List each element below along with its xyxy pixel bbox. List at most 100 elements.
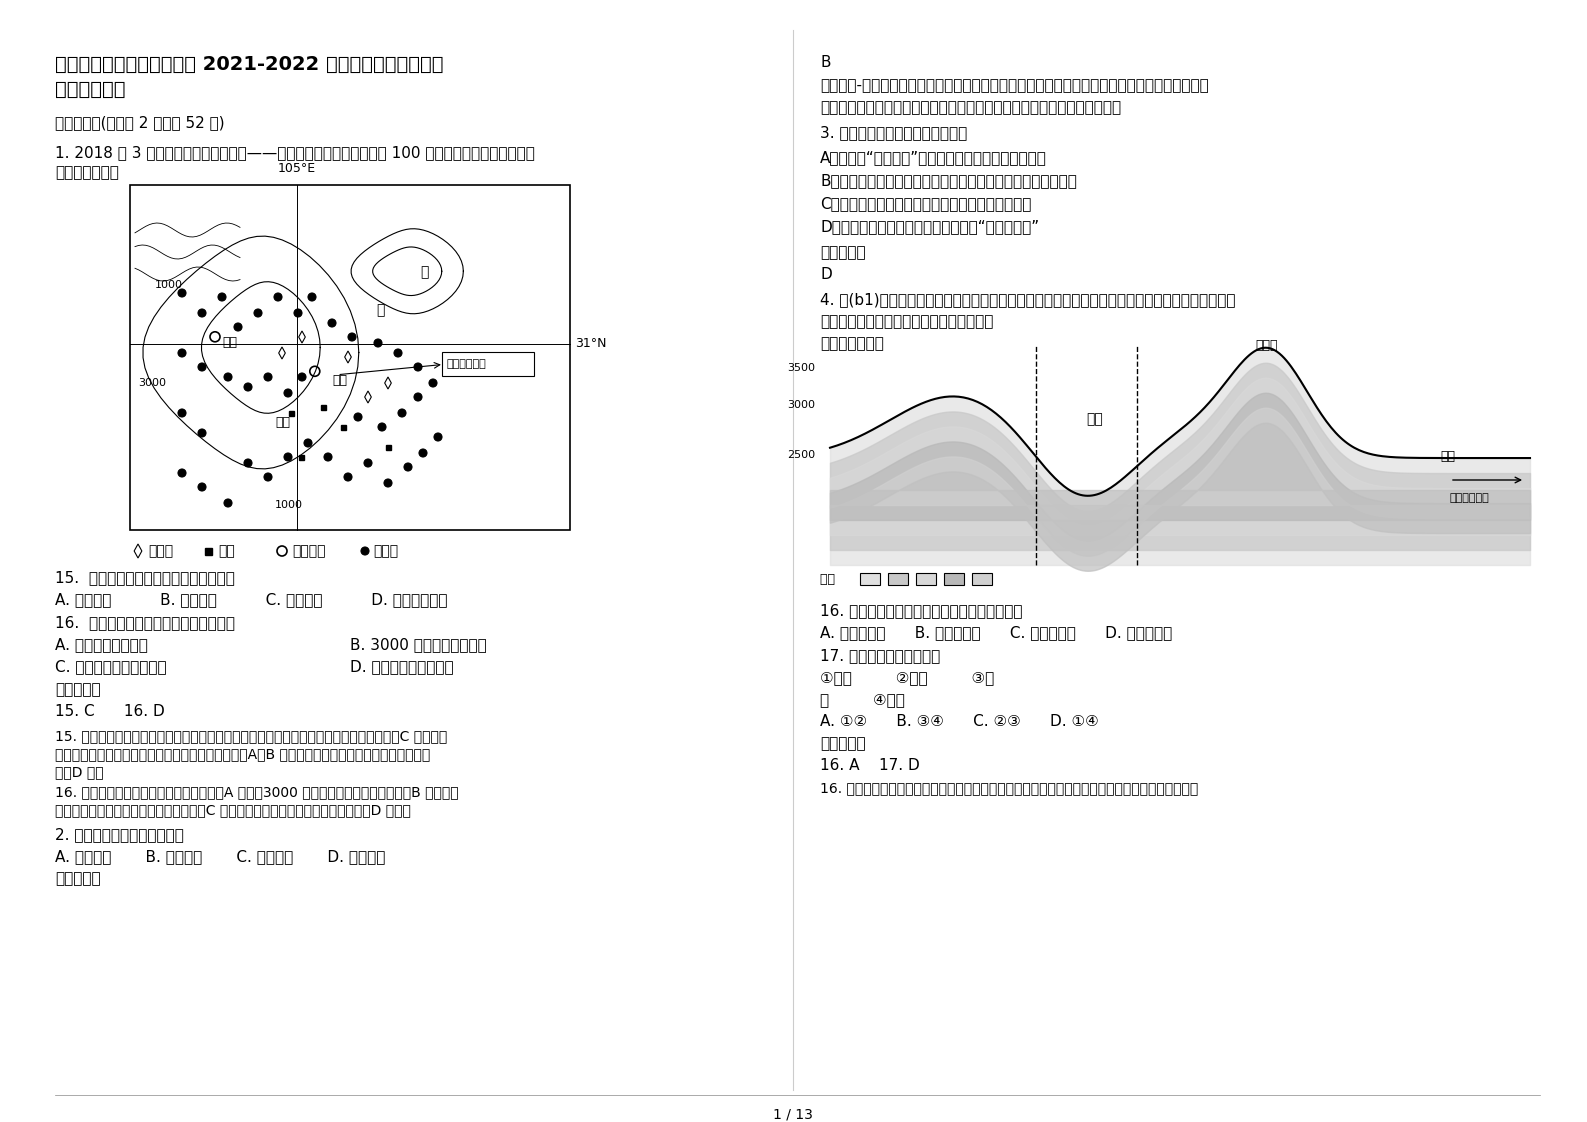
Text: C、非洲是天然橡胶、椰枣、咖啡和油棕的最大产区: C、非洲是天然橡胶、椰枣、咖啡和油棕的最大产区 <box>820 196 1032 211</box>
Circle shape <box>329 319 336 327</box>
Circle shape <box>414 393 422 401</box>
Text: 马鞍山: 马鞍山 <box>1255 339 1278 352</box>
Text: 3. 关于非洲地理的叙述，正确的是: 3. 关于非洲地理的叙述，正确的是 <box>820 125 966 140</box>
Text: 资源、生物资源分布在地表，属于大气圈、生物圈，A、B 错。非可再生资源是按照可再生属性划分: 资源、生物资源分布在地表，属于大气圈、生物圈，A、B 错。非可再生资源是按照可再… <box>56 747 430 761</box>
Bar <box>971 573 992 585</box>
Text: 16. A    17. D: 16. A 17. D <box>820 758 920 773</box>
Circle shape <box>263 473 271 481</box>
Bar <box>916 573 936 585</box>
Text: ①向斜         ②背斜         ③地: ①向斜 ②背斜 ③地 <box>820 670 993 686</box>
Text: 江: 江 <box>421 265 428 279</box>
Circle shape <box>428 379 436 387</box>
Circle shape <box>305 439 313 447</box>
Circle shape <box>354 413 362 421</box>
Text: 1000: 1000 <box>275 500 303 511</box>
Circle shape <box>398 410 406 417</box>
Text: 2. 下列山脉中，位置最西的是: 2. 下列山脉中，位置最西的是 <box>56 827 184 842</box>
Bar <box>860 573 881 585</box>
Circle shape <box>254 309 262 318</box>
Circle shape <box>378 423 386 431</box>
Text: 沘江: 沘江 <box>1086 412 1103 426</box>
Circle shape <box>384 479 392 487</box>
Polygon shape <box>298 331 305 343</box>
Bar <box>298 454 303 460</box>
Circle shape <box>244 383 252 390</box>
Text: 生产基地。读沘江及周边地区地质剖面图。: 生产基地。读沘江及周边地区地质剖面图。 <box>820 314 993 329</box>
Text: 涪陵页岩气田: 涪陵页岩气田 <box>448 359 487 369</box>
Text: B. 3000 米以上无聚落分布: B. 3000 米以上无聚落分布 <box>351 637 487 652</box>
Circle shape <box>178 349 186 357</box>
Circle shape <box>360 548 370 555</box>
Text: 的，D 错。: 的，D 错。 <box>56 765 103 779</box>
Text: D. 重庆市重工业较发达: D. 重庆市重工业较发达 <box>351 659 454 674</box>
Text: 1000: 1000 <box>156 280 183 289</box>
Text: C. 宜宾服务范围大于成都: C. 宜宾服务范围大于成都 <box>56 659 167 674</box>
FancyBboxPatch shape <box>441 352 533 376</box>
Text: 中等城市: 中等城市 <box>292 544 325 558</box>
Text: 1 / 13: 1 / 13 <box>773 1109 813 1122</box>
Circle shape <box>178 469 186 477</box>
Circle shape <box>419 449 427 457</box>
Text: 16. 梯级开发就是开发中、大型河流的水电资源，梯级开发是从河流的中下游处慢慢的像梯子一样，: 16. 梯级开发就是开发中、大型河流的水电资源，梯级开发是从河流的中下游处慢慢的… <box>820 781 1198 795</box>
Circle shape <box>324 453 332 461</box>
Text: 重庆: 重庆 <box>332 374 348 387</box>
Text: 4. 沘(b1)江是澜沧江上游的一条主要河流，流域内分布着全国最大的铅锌矿区，是重要的有色金属: 4. 沘(b1)江是澜沧江上游的一条主要河流，流域内分布着全国最大的铅锌矿区，是… <box>820 292 1236 307</box>
Bar <box>321 405 325 410</box>
Text: 31°N: 31°N <box>574 338 606 350</box>
Text: 煤炭: 煤炭 <box>217 544 235 558</box>
Circle shape <box>244 459 252 467</box>
Text: 参考答案：: 参考答案： <box>56 871 100 886</box>
Text: 16.  关于该区域中城市的表述，正确的是: 16. 关于该区域中城市的表述，正确的是 <box>56 615 235 629</box>
Bar <box>944 573 963 585</box>
Text: 3000: 3000 <box>138 378 167 388</box>
Polygon shape <box>384 377 392 389</box>
Circle shape <box>198 309 206 318</box>
Bar <box>289 411 294 415</box>
Text: 小城市: 小城市 <box>373 544 398 558</box>
Circle shape <box>178 289 186 297</box>
Text: A. 气候资源          B. 生物资源          C. 矿产资源          D. 非可再生资源: A. 气候资源 B. 生物资源 C. 矿产资源 D. 非可再生资源 <box>56 592 448 607</box>
Circle shape <box>233 323 241 331</box>
Text: 2500: 2500 <box>787 450 816 460</box>
Text: A. 长白山脉       B. 台湾山脉       C. 小兴安岭       D. 武夷山脉: A. 长白山脉 B. 台湾山脉 C. 小兴安岭 D. 武夷山脉 <box>56 849 386 864</box>
Circle shape <box>217 293 225 301</box>
Text: 17. 沘江谷地的地质构造是: 17. 沘江谷地的地质构造是 <box>820 649 940 663</box>
Circle shape <box>433 433 443 441</box>
Circle shape <box>294 309 302 318</box>
Text: 我国东北-西南走向的山脉，自西向东分为三列：西侧一列包括大兴安岭、太行山、巫山、雪峰山: 我国东北-西南走向的山脉，自西向东分为三列：西侧一列包括大兴安岭、太行山、巫山、… <box>820 79 1209 93</box>
Text: 3000: 3000 <box>787 401 816 410</box>
Text: 宾的等级比成都低，服务范围小于成都，C 错误。重庆市发展较早，重工业较发达，D 正确。: 宾的等级比成都低，服务范围小于成都，C 错误。重庆市发展较早，重工业较发达，D … <box>56 803 411 817</box>
Circle shape <box>298 373 306 381</box>
Text: D: D <box>820 267 832 282</box>
Text: 16. 在沘江流域实施了梯级开发，其主要目的是: 16. 在沘江流域实施了梯级开发，其主要目的是 <box>820 603 1022 618</box>
Circle shape <box>344 473 352 481</box>
Text: D、绕道好望角的航线被西方国家称为“海上生命线”: D、绕道好望角的航线被西方国家称为“海上生命线” <box>820 219 1039 234</box>
Circle shape <box>275 293 282 301</box>
Text: 105°E: 105°E <box>278 162 316 175</box>
Circle shape <box>224 373 232 381</box>
Text: A. ①②      B. ③④      C. ②③      D. ①④: A. ①② B. ③④ C. ②③ D. ①④ <box>820 714 1098 729</box>
Circle shape <box>284 389 292 397</box>
Text: 等；中间一列包括长白山、武夷山等；最东的一列是台湾岛上的台湾山脉。: 等；中间一列包括长白山、武夷山等；最东的一列是台湾岛上的台湾山脉。 <box>820 100 1120 114</box>
Circle shape <box>308 293 316 301</box>
Circle shape <box>405 463 413 471</box>
Text: B: B <box>820 55 830 70</box>
Circle shape <box>224 499 232 507</box>
Polygon shape <box>365 390 371 403</box>
Circle shape <box>363 459 371 467</box>
Text: 完成下面小题。: 完成下面小题。 <box>56 165 119 180</box>
Text: 完成下列各题。: 完成下列各题。 <box>820 335 884 351</box>
Circle shape <box>375 339 382 347</box>
Polygon shape <box>279 347 286 359</box>
Text: 3500: 3500 <box>787 364 816 373</box>
Text: 参考答案：: 参考答案： <box>820 245 865 260</box>
Bar <box>205 548 211 554</box>
Text: 一、选择题(每小题 2 分，共 52 分): 一、选择题(每小题 2 分，共 52 分) <box>56 114 225 130</box>
Text: 15. C      16. D: 15. C 16. D <box>56 703 165 719</box>
Text: 岩层: 岩层 <box>1439 450 1455 463</box>
Text: 长: 长 <box>376 303 384 318</box>
Text: 天然气: 天然气 <box>148 544 173 558</box>
Bar <box>889 573 908 585</box>
Text: A. 等级越高数量越多: A. 等级越高数量越多 <box>56 637 148 652</box>
Circle shape <box>348 333 355 341</box>
